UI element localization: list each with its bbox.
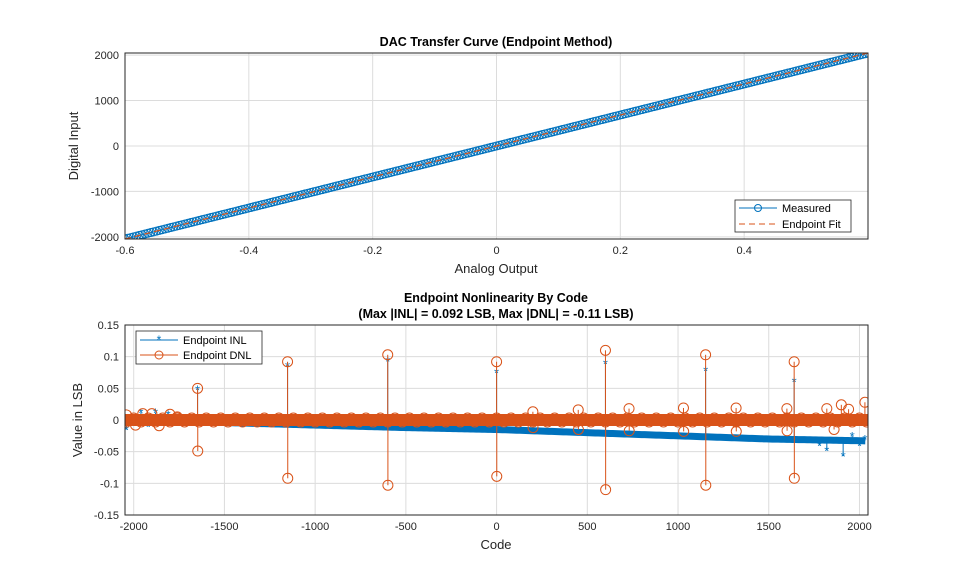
y-tick-label: -2000: [91, 232, 119, 244]
y-tick-label: 0: [113, 141, 119, 153]
x-axis-label: Code: [480, 537, 511, 552]
legend-inl: Endpoint INL: [183, 335, 247, 347]
x-tick-label: -0.2: [363, 245, 382, 257]
inl-point: *: [833, 435, 838, 450]
y-axis-label: Value in LSB: [70, 383, 85, 457]
plot-marks: *******************: [124, 344, 868, 496]
y-tick-label: 0.1: [104, 352, 119, 364]
dnl-point: [491, 356, 503, 368]
dnl-point: [599, 344, 611, 356]
dnl-point: [623, 425, 635, 437]
chart-title: DAC Transfer Curve (Endpoint Method): [380, 35, 613, 49]
x-tick-label: -0.4: [239, 245, 258, 257]
legend-circle-marker: [154, 350, 164, 360]
legend-dnl: Endpoint DNL: [183, 350, 252, 362]
inl-point: *: [824, 443, 829, 458]
axes-box: [124, 324, 869, 516]
x-tick-label: 1500: [757, 521, 781, 533]
dnl-point: [700, 349, 712, 361]
dnl-point: [861, 416, 868, 428]
dnl-point: [730, 425, 742, 437]
plot-marks: [125, 53, 868, 239]
inl-point: *: [862, 432, 867, 447]
x-tick-label: -1500: [210, 521, 238, 533]
axes-box: [124, 52, 869, 240]
legend-circle-marker: [754, 204, 762, 212]
dnl-point: [859, 396, 868, 408]
dnl-point: [192, 445, 204, 457]
transfer-curve-axes: -0.6 -0.4 -0.2 0 0.2 0.4 -2000 -1000 0 1000 2000 D…: [66, 35, 869, 276]
dnl-point: [125, 409, 132, 421]
dnl-point: [821, 403, 833, 415]
inl-point: *: [850, 429, 855, 444]
x-tick-label: -500: [395, 521, 417, 533]
legend-endpoint-fit: Endpoint Fit: [782, 219, 841, 231]
dnl-point: [382, 479, 394, 491]
legend-asterisk-marker: *: [157, 333, 162, 347]
x-tick-label: 500: [578, 521, 596, 533]
x-axis-label: Analog Output: [454, 261, 538, 276]
y-tick-label: -1000: [91, 186, 119, 198]
inl-point: *: [138, 405, 143, 420]
x-tick-label: 2000: [847, 521, 871, 533]
inl-point: *: [124, 423, 129, 438]
dnl-point: [781, 403, 793, 415]
dnl-point: [730, 402, 742, 414]
y-tick-label: 0.15: [98, 320, 119, 332]
x-tick-label: 0.4: [737, 245, 752, 257]
y-tick-label: -0.15: [94, 510, 119, 522]
dnl-point: [828, 424, 840, 435]
dnl-point: [382, 349, 394, 361]
inl-point: *: [841, 449, 846, 464]
measured-point: [852, 53, 862, 61]
dnl-point: [788, 472, 800, 484]
dnl-point: [572, 424, 584, 435]
dnl-point: [572, 404, 584, 416]
dnl-point: [781, 425, 793, 437]
y-tick-label: -0.05: [94, 447, 119, 459]
x-tick-label: -2000: [120, 521, 148, 533]
measured-point: [849, 53, 859, 62]
inl-point: *: [857, 438, 862, 453]
x-tick-label: -1000: [301, 521, 329, 533]
measured-point: [854, 53, 864, 60]
x-tick-label: 0.2: [613, 245, 628, 257]
dnl-point: [527, 422, 539, 434]
x-tick-label: -0.6: [116, 245, 135, 257]
measured-point: [860, 53, 868, 59]
y-tick-label: 0: [113, 415, 119, 427]
x-tick-label: 1000: [666, 521, 690, 533]
legend: Measured Endpoint Fit: [734, 199, 852, 233]
y-tick-label: 0.05: [98, 383, 119, 395]
y-axis-label: Digital Input: [66, 111, 81, 180]
inl-point: *: [817, 438, 822, 453]
x-tick-label: 0: [493, 245, 499, 257]
measured-point: [857, 53, 867, 59]
legend-measured: Measured: [782, 203, 831, 215]
legend: * Endpoint INL Endpoint DNL: [135, 330, 263, 365]
dnl-point: [491, 470, 503, 482]
chart-title: Endpoint Nonlinearity By Code: [404, 291, 588, 305]
dnl-point: [678, 425, 690, 437]
endpoint-fit-line: [125, 53, 868, 239]
dnl-point: [600, 484, 612, 496]
nonlinearity-axes: -2000 -1500 -1000 -500 0 500 1000 1500 2000 -0.15…: [70, 291, 872, 552]
dnl-point: [164, 408, 176, 420]
dnl-point: [192, 382, 204, 394]
x-tick-label: 0: [494, 521, 500, 533]
dnl-point: [700, 479, 712, 491]
dnl-point: [282, 356, 294, 368]
y-tick-label: 2000: [95, 50, 119, 62]
dnl-point: [282, 472, 294, 484]
y-tick-label: -0.1: [100, 478, 119, 490]
chart-subtitle: (Max |INL| = 0.092 LSB, Max |DNL| = -0.1…: [358, 307, 633, 321]
inl-point: *: [153, 405, 158, 420]
y-tick-label: 1000: [95, 96, 119, 108]
inl-point: *: [146, 419, 151, 434]
dnl-point: [788, 356, 800, 368]
